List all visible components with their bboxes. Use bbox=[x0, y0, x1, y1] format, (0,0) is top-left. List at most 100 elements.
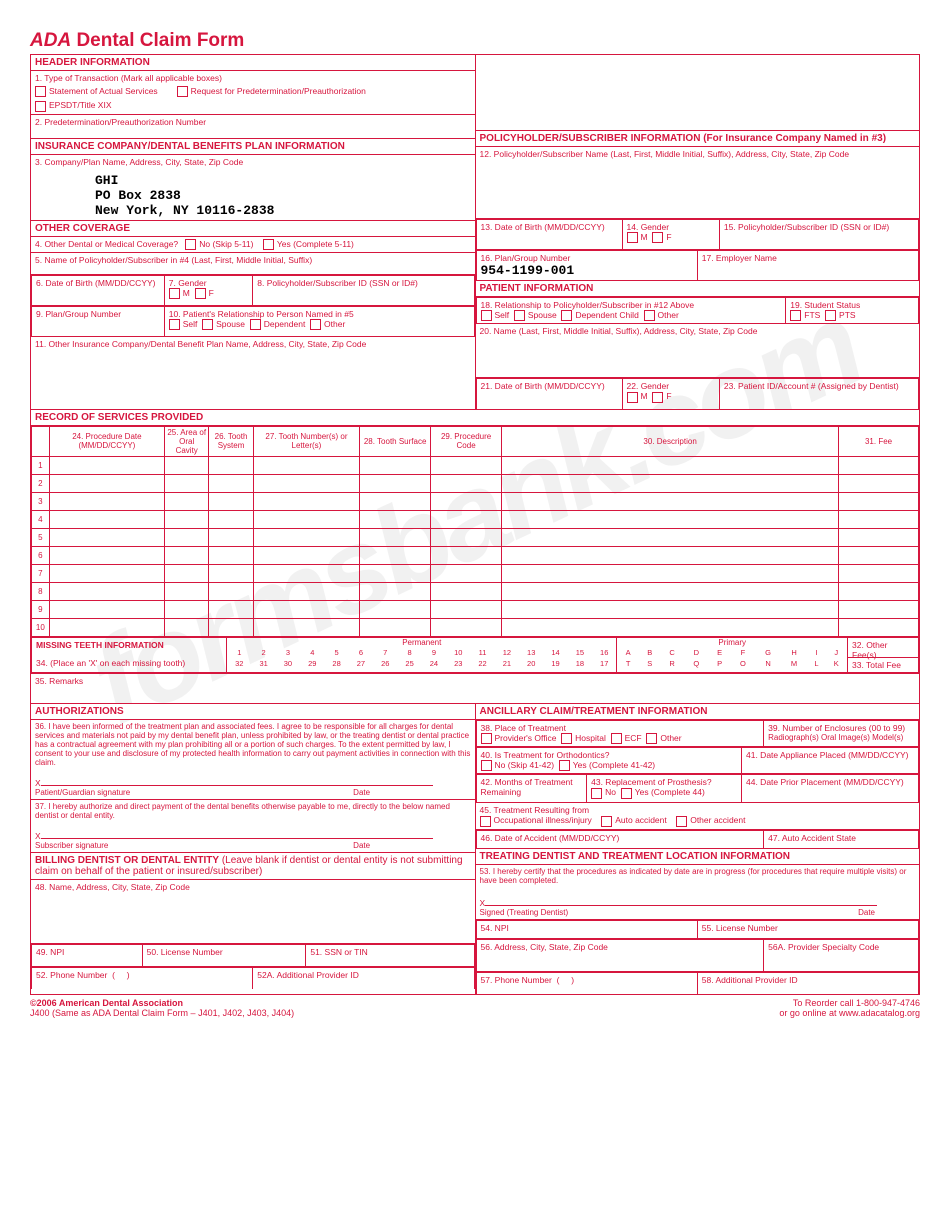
insurance-heading: INSURANCE COMPANY/DENTAL BENEFITS PLAN I… bbox=[31, 139, 475, 155]
q8[interactable]: 8. Policyholder/Subscriber ID (SSN or ID… bbox=[253, 275, 474, 305]
q36: 36. I have been informed of the treatmen… bbox=[35, 722, 471, 767]
q3-label: 3. Company/Plan Name, Address, City, Sta… bbox=[35, 157, 471, 167]
chk-fts[interactable] bbox=[790, 310, 801, 321]
chk-q43yes[interactable] bbox=[621, 788, 632, 799]
treating-heading: TREATING DENTIST AND TREATMENT LOCATION … bbox=[476, 849, 920, 865]
patient-heading: PATIENT INFORMATION bbox=[476, 281, 920, 297]
q55[interactable]: 55. License Number bbox=[697, 920, 918, 938]
ancillary-heading: ANCILLARY CLAIM/TREATMENT INFORMATION bbox=[476, 704, 920, 720]
chk-q18-self[interactable] bbox=[481, 310, 492, 321]
q41[interactable]: 41. Date Appliance Placed (MM/DD/CCYY) bbox=[742, 748, 919, 774]
chk-q18-dep[interactable] bbox=[561, 310, 572, 321]
chk-ecf[interactable] bbox=[611, 733, 622, 744]
q16[interactable]: 16. Plan/Group Number 954-1199-001 bbox=[476, 251, 697, 281]
opt-predeterm: Request for Predetermination/Preauthoriz… bbox=[191, 86, 366, 96]
sig2-label: Subscriber signature bbox=[35, 841, 253, 850]
chk-q40yes[interactable] bbox=[559, 760, 570, 771]
chk-q14m[interactable] bbox=[627, 232, 638, 243]
q52[interactable]: 52. Phone Number ( ) bbox=[32, 967, 253, 989]
chk-oth38[interactable] bbox=[646, 733, 657, 744]
treating-date-label: Date bbox=[677, 908, 915, 917]
chk-q10-self[interactable] bbox=[169, 319, 180, 330]
chk-q10-other[interactable] bbox=[310, 319, 321, 330]
q7: 7. Gender M F bbox=[164, 275, 253, 305]
chk-q10-spouse[interactable] bbox=[202, 319, 213, 330]
ins-addr1: PO Box 2838 bbox=[95, 188, 471, 203]
date1-label: Date bbox=[253, 788, 471, 797]
chk-q7f[interactable] bbox=[195, 288, 206, 299]
q49[interactable]: 49. NPI bbox=[32, 944, 143, 966]
q38: 38. Place of Treatment Provider's Office… bbox=[476, 720, 764, 746]
chk-predeterm[interactable] bbox=[177, 86, 188, 97]
q46[interactable]: 46. Date of Accident (MM/DD/CCYY) bbox=[476, 830, 764, 848]
q18: 18. Relationship to Policyholder/Subscri… bbox=[476, 298, 786, 324]
q4-yes: Yes (Complete 5-11) bbox=[277, 239, 354, 249]
q4: 4. Other Dental or Medical Coverage? bbox=[35, 239, 178, 249]
q42[interactable]: 42. Months of Treatment Remaining bbox=[476, 775, 587, 803]
q17[interactable]: 17. Employer Name bbox=[697, 251, 918, 281]
header-info-heading: HEADER INFORMATION bbox=[31, 55, 475, 71]
chk-occ[interactable] bbox=[480, 816, 491, 827]
footer-sub: J400 (Same as ADA Dental Claim Form – J4… bbox=[30, 1008, 294, 1018]
chk-q4-no[interactable] bbox=[185, 239, 196, 250]
q12[interactable]: 12. Policyholder/Subscriber Name (Last, … bbox=[476, 147, 920, 219]
q50[interactable]: 50. License Number bbox=[142, 944, 306, 966]
q2[interactable]: 2. Predetermination/Preauthorization Num… bbox=[31, 115, 475, 139]
q20[interactable]: 20. Name (Last, First, Middle Initial, S… bbox=[476, 324, 920, 378]
q13[interactable]: 13. Date of Birth (MM/DD/CCYY) bbox=[476, 220, 622, 250]
chk-q14f[interactable] bbox=[652, 232, 663, 243]
q47[interactable]: 47. Auto Accident State bbox=[764, 830, 919, 848]
q45: 45. Treatment Resulting from Occupationa… bbox=[476, 803, 920, 829]
chk-auto[interactable] bbox=[601, 816, 612, 827]
q22: 22. Gender M F bbox=[622, 379, 719, 409]
chk-othacc[interactable] bbox=[676, 816, 687, 827]
q48[interactable]: 48. Name, Address, City, State, Zip Code bbox=[31, 880, 475, 944]
q32[interactable]: 32. Other Fee(s) bbox=[848, 638, 918, 658]
chk-epsdt[interactable] bbox=[35, 101, 46, 112]
missing-heading: MISSING TEETH INFORMATION bbox=[36, 640, 222, 650]
chk-q40no[interactable] bbox=[481, 760, 492, 771]
q11[interactable]: 11. Other Insurance Company/Dental Benef… bbox=[31, 337, 475, 387]
chk-q7m[interactable] bbox=[169, 288, 180, 299]
q56a[interactable]: 56A. Provider Specialty Code bbox=[764, 939, 919, 971]
chk-q18-spouse[interactable] bbox=[514, 310, 525, 321]
chk-pts[interactable] bbox=[825, 310, 836, 321]
q21[interactable]: 21. Date of Birth (MM/DD/CCYY) bbox=[476, 379, 622, 409]
q5[interactable]: 5. Name of Policyholder/Subscriber in #4… bbox=[31, 253, 475, 275]
q9[interactable]: 9. Plan/Group Number bbox=[32, 306, 165, 336]
sig1-label: Patient/Guardian signature bbox=[35, 788, 253, 797]
chk-po[interactable] bbox=[481, 733, 492, 744]
q51[interactable]: 51. SSN or TIN bbox=[306, 944, 474, 966]
chk-q18-other[interactable] bbox=[644, 310, 655, 321]
q53: 53. I hereby certify that the procedures… bbox=[480, 867, 916, 885]
q58[interactable]: 58. Additional Provider ID bbox=[697, 972, 918, 994]
chk-q22m[interactable] bbox=[627, 392, 638, 403]
q34: 34. (Place an 'X' on each missing tooth) bbox=[36, 658, 222, 668]
q56[interactable]: 56. Address, City, State, Zip Code bbox=[476, 939, 764, 971]
q33[interactable]: 33. Total Fee bbox=[848, 658, 918, 672]
q39[interactable]: 39. Number of Enclosures (00 to 99)Radio… bbox=[764, 720, 919, 746]
q15[interactable]: 15. Policyholder/Subscriber ID (SSN or I… bbox=[719, 220, 918, 250]
chk-q43no[interactable] bbox=[591, 788, 602, 799]
chk-q22f[interactable] bbox=[652, 392, 663, 403]
q6[interactable]: 6. Date of Birth (MM/DD/CCYY) bbox=[32, 275, 165, 305]
footer-reorder: To Reorder call 1-800-947-4746 bbox=[779, 998, 920, 1008]
remarks[interactable]: 35. Remarks bbox=[31, 673, 919, 703]
q23[interactable]: 23. Patient ID/Account # (Assigned by De… bbox=[719, 379, 918, 409]
chk-hosp[interactable] bbox=[561, 733, 572, 744]
footer-online: or go online at www.adacatalog.org bbox=[779, 1008, 920, 1018]
q52a[interactable]: 52A. Additional Provider ID bbox=[253, 967, 474, 989]
date2-label: Date bbox=[253, 841, 471, 850]
chk-statement[interactable] bbox=[35, 86, 46, 97]
auth-heading: AUTHORIZATIONS bbox=[31, 704, 475, 720]
chk-q4-yes[interactable] bbox=[263, 239, 274, 250]
q44[interactable]: 44. Date Prior Placement (MM/DD/CCYY) bbox=[742, 775, 919, 803]
q10: 10. Patient's Relationship to Person Nam… bbox=[164, 306, 474, 336]
chk-q10-dep[interactable] bbox=[250, 319, 261, 330]
othercov-heading: OTHER COVERAGE bbox=[31, 221, 475, 237]
prim-label: Primary bbox=[617, 638, 847, 647]
opt-statement: Statement of Actual Services bbox=[49, 86, 158, 96]
q57[interactable]: 57. Phone Number ( ) bbox=[476, 972, 697, 994]
ins-name: GHI bbox=[95, 173, 471, 188]
q54[interactable]: 54. NPI bbox=[476, 920, 697, 938]
